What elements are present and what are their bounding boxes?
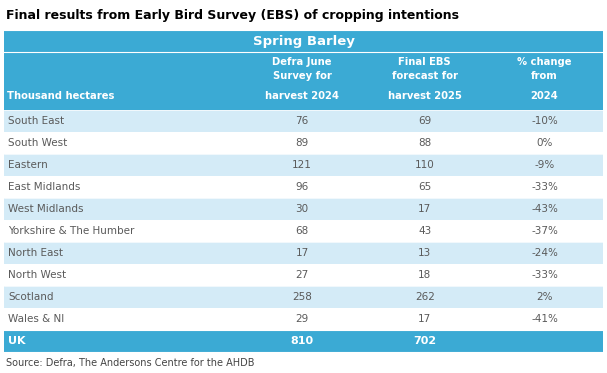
Text: harvest 2025: harvest 2025 [388,91,462,101]
Text: UK: UK [8,336,25,346]
Text: -41%: -41% [531,314,558,324]
Bar [4,110,603,132]
Text: West Midlands: West Midlands [8,204,84,214]
Text: -10%: -10% [531,116,558,126]
Text: 76: 76 [296,116,308,126]
Text: 27: 27 [296,270,308,280]
Text: 2024: 2024 [531,91,558,101]
Text: South East: South East [8,116,64,126]
Text: -37%: -37% [531,226,558,236]
Text: from: from [531,71,558,81]
Text: Eastern: Eastern [8,160,48,170]
Text: -33%: -33% [531,182,558,192]
Text: 13: 13 [418,248,432,258]
Text: -9%: -9% [535,160,555,170]
Bar [4,286,603,308]
Text: forecast for: forecast for [392,71,458,81]
Text: South West: South West [8,138,67,148]
Text: 702: 702 [413,336,436,346]
Bar [4,308,603,330]
Text: 88: 88 [418,138,432,148]
Bar [4,242,603,264]
Text: 43: 43 [418,226,432,236]
Bar [4,264,603,286]
Text: Scotland: Scotland [8,292,53,302]
Text: 29: 29 [296,314,308,324]
Text: North West: North West [8,270,66,280]
Text: Source: Defra, The Andersons Centre for the AHDB: Source: Defra, The Andersons Centre for … [6,358,254,368]
Text: 69: 69 [418,116,432,126]
Text: 258: 258 [292,292,312,302]
Text: Defra June: Defra June [273,57,332,67]
Text: -24%: -24% [531,248,558,258]
Bar [4,154,603,176]
Text: 110: 110 [415,160,435,170]
Text: 18: 18 [418,270,432,280]
Bar [4,132,603,154]
Text: Survey for: Survey for [273,71,331,81]
Bar [4,330,603,352]
Text: Final results from Early Bird Survey (EBS) of cropping intentions: Final results from Early Bird Survey (EB… [6,9,459,22]
Text: East Midlands: East Midlands [8,182,80,192]
Text: 30: 30 [296,204,308,214]
Text: Final EBS: Final EBS [398,57,451,67]
Text: Thousand hectares: Thousand hectares [7,91,114,101]
Bar [4,52,603,110]
Bar [4,30,603,52]
Text: Yorkshire & The Humber: Yorkshire & The Humber [8,226,134,236]
Text: Spring Barley: Spring Barley [253,34,354,47]
Bar [4,176,603,198]
Bar [4,220,603,242]
Text: 68: 68 [296,226,308,236]
Text: 262: 262 [415,292,435,302]
Text: -43%: -43% [531,204,558,214]
Text: 810: 810 [290,336,314,346]
Bar [4,198,603,220]
Text: 0%: 0% [537,138,553,148]
Text: Wales & NI: Wales & NI [8,314,64,324]
Text: 96: 96 [296,182,308,192]
Text: 17: 17 [418,204,432,214]
Text: % change: % change [517,57,572,67]
Text: North East: North East [8,248,63,258]
Text: -33%: -33% [531,270,558,280]
Text: harvest 2024: harvest 2024 [265,91,339,101]
Text: 2%: 2% [537,292,553,302]
Text: 89: 89 [296,138,308,148]
Text: 121: 121 [292,160,312,170]
Text: 17: 17 [418,314,432,324]
Text: 17: 17 [296,248,308,258]
Text: 65: 65 [418,182,432,192]
